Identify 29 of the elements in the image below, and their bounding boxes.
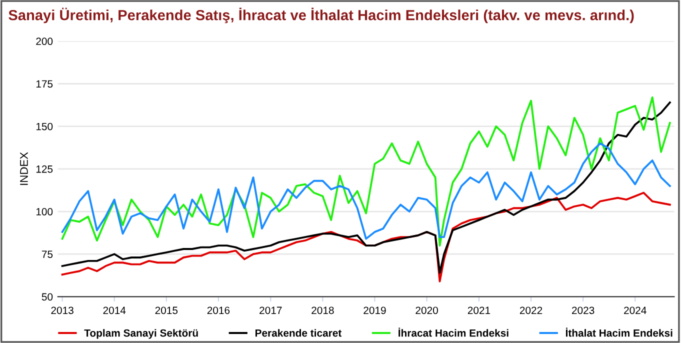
x-tick-label: 2018: [312, 306, 334, 314]
chart-title: Sanayi Üretimi, Perakende Satış, İhracat ve İthalat Hacim Endeksleri (takv. ve mevs. arınd.): [8, 8, 634, 24]
x-tick-label: 2014: [103, 306, 126, 314]
y-axis-title: INDEX: [20, 152, 28, 185]
x-tick-label: 2017: [260, 306, 282, 314]
y-tick-label: 100: [36, 208, 53, 216]
legend-label: Perakende ticaret: [255, 329, 342, 337]
x-tick-label: 2015: [155, 306, 178, 314]
line-series: [61, 192, 671, 282]
x-tick-label: 2023: [572, 306, 594, 314]
x-tick-label: 2022: [520, 306, 542, 314]
line-series: [61, 142, 671, 240]
legend-label: Toplam Sanayi Sektörü: [84, 329, 198, 339]
x-tick-label: 2019: [364, 306, 386, 314]
y-tick-label: 50: [42, 293, 53, 301]
y-tick-label: 200: [36, 38, 53, 46]
legend-label: İthalat Hacim Endeksi: [566, 328, 672, 337]
line-series: [61, 102, 671, 274]
x-tick-label: 2021: [468, 306, 490, 314]
y-tick-label: 150: [36, 122, 53, 130]
y-tick-label: 125: [36, 165, 53, 173]
x-tick-label: 2024: [624, 306, 646, 314]
line-series: [61, 96, 671, 247]
y-tick-label: 175: [36, 80, 53, 88]
x-tick-label: 2016: [207, 306, 230, 314]
y-tick-label: 75: [42, 250, 53, 258]
legend-label: İhracat Hacim Endeksi: [398, 328, 508, 337]
x-tick-label: 2020: [416, 306, 438, 314]
x-tick-label: 2013: [51, 306, 74, 314]
